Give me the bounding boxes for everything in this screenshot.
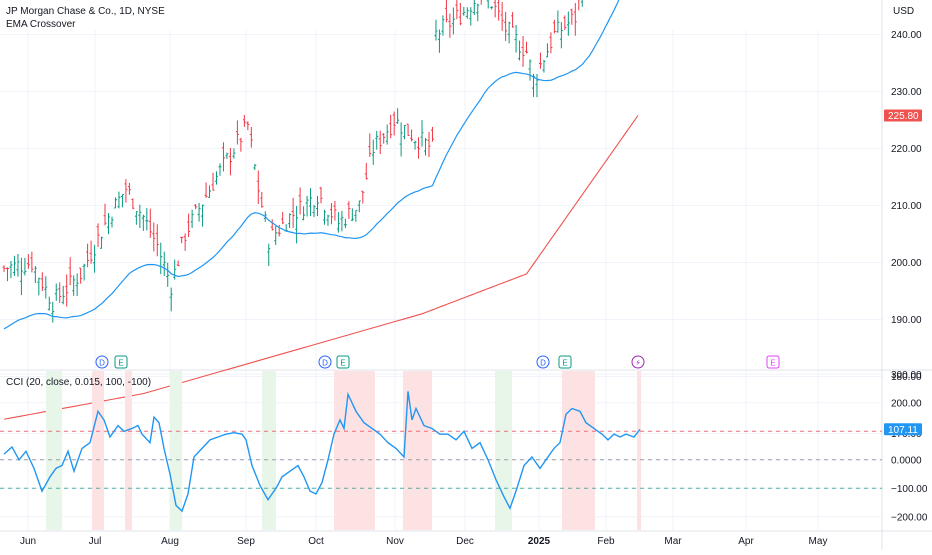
price-label: 225.80 <box>888 111 919 122</box>
time-axis-tick: May <box>809 536 828 547</box>
event-letter: D <box>99 359 105 368</box>
cci-zone-band <box>46 371 62 530</box>
time-axis-tick: Mar <box>664 536 682 547</box>
time-axis-tick: Feb <box>597 536 615 547</box>
earnings-icon <box>114 355 128 369</box>
cci-zone-band <box>334 371 375 530</box>
dividend-icon <box>318 355 332 369</box>
time-axis-tick: 2025 <box>528 536 551 547</box>
price-axis-tick: 210.00 <box>891 201 922 212</box>
cci-zone-band <box>637 371 641 530</box>
event-letter: D <box>322 359 328 368</box>
earnings-icon <box>336 355 350 369</box>
dividend-icon <box>536 355 550 369</box>
cci-zone-band <box>262 371 276 530</box>
currency-label[interactable]: USD <box>893 6 915 17</box>
price-axis-tick: 200.00 <box>891 258 922 269</box>
earnings-icon <box>766 355 780 369</box>
cci-axis-tick: 0.0000 <box>891 455 922 466</box>
price-axis-tick: 220.00 <box>891 144 922 155</box>
cci-zone-band <box>92 371 104 530</box>
event-letter: E <box>562 359 567 368</box>
price-axis-tick: 230.00 <box>891 87 922 98</box>
time-axis-tick: Aug <box>161 536 179 547</box>
ema-slow-line <box>3 115 639 420</box>
cci-axis-tick: −200.00 <box>891 512 928 523</box>
news-icon <box>631 355 645 369</box>
time-axis-tick: Oct <box>308 536 324 547</box>
time-axis-tick: Apr <box>738 536 754 547</box>
cci-title: CCI (20, close, 0.015, 100, -100) <box>6 377 151 388</box>
cci-line <box>3 391 641 513</box>
cci-axis-tick: −100.00 <box>891 484 928 495</box>
event-letter: ⚡ <box>635 359 641 368</box>
event-letter: D <box>540 359 546 368</box>
ema-fast-line <box>3 0 620 330</box>
cci-value-bg <box>884 423 922 436</box>
price-axis-tick: 240.00 <box>891 30 922 41</box>
indicator-name[interactable]: EMA Crossover <box>6 19 76 30</box>
event-letter: E <box>118 359 123 368</box>
dividend-icon <box>95 355 109 369</box>
cci-zone-band <box>125 371 132 530</box>
price-axis-tick: 180.00 <box>891 372 922 383</box>
cci-axis-tick: 200.00 <box>891 398 922 409</box>
earnings-icon <box>558 355 572 369</box>
event-letter: E <box>340 359 345 368</box>
symbol-title[interactable]: JP Morgan Chase & Co., 1D, NYSE <box>6 6 165 17</box>
time-axis-tick: Sep <box>237 536 255 547</box>
event-letter: E <box>770 359 775 368</box>
cci-zone-band <box>495 371 512 530</box>
time-axis-tick: Dec <box>456 536 474 547</box>
time-axis-tick: Nov <box>386 536 404 547</box>
cci-zone-band <box>562 371 595 530</box>
time-axis-tick: Jun <box>20 536 36 547</box>
cci-value-label: 107.11 <box>888 425 918 436</box>
cci-axis-tick: 300.00 <box>891 370 922 381</box>
price-label-bg <box>884 109 922 122</box>
time-axis-tick: Jul <box>89 536 102 547</box>
price-axis-tick: 190.00 <box>891 315 922 326</box>
